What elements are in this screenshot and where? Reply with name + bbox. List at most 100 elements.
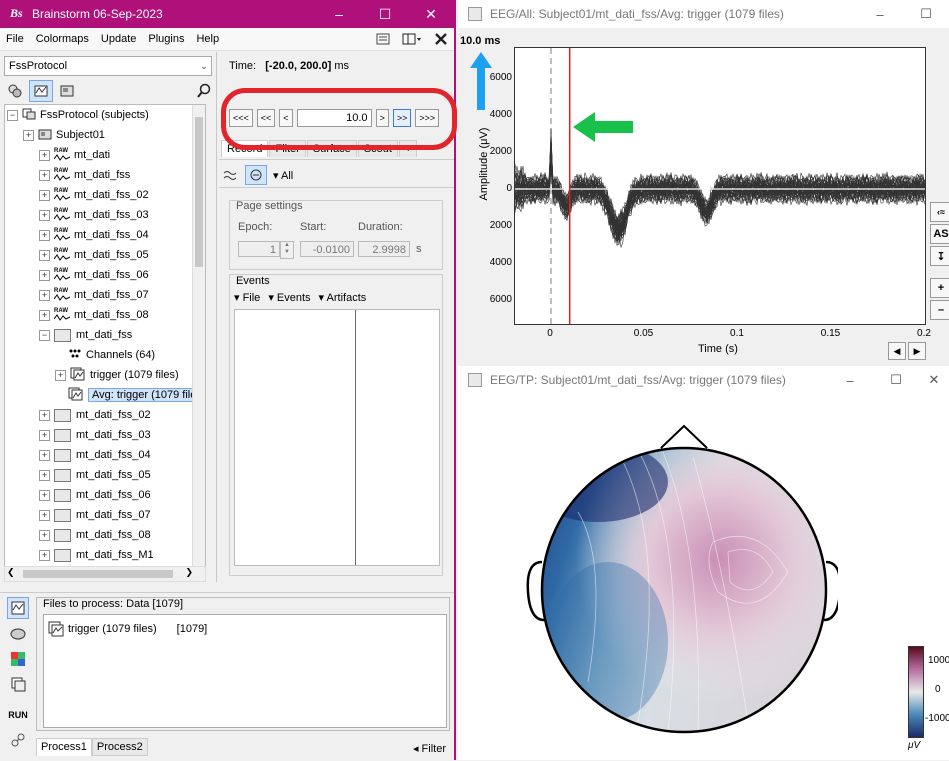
topomap[interactable]	[518, 422, 838, 742]
tree-item[interactable]: + mt_dati_fss_04	[5, 445, 205, 465]
horizontal-scrollbar[interactable]: ❮ ❯	[4, 566, 206, 582]
tab-process2[interactable]: Process2	[91, 738, 148, 756]
epoch-spinner[interactable]: ▲ ▼	[280, 241, 294, 259]
expand-icon[interactable]: +	[39, 229, 50, 241]
tree-item[interactable]: Channels (64)	[5, 345, 205, 365]
tree-item[interactable]: + RAW mt_dati_fss_05	[5, 245, 205, 265]
tree-item[interactable]: + RAW mt_dati_fss_06	[5, 265, 205, 285]
timefreq-icon[interactable]	[8, 649, 28, 669]
tree-item[interactable]: − FssProtocol (subjects)	[5, 105, 205, 125]
files-list[interactable]: trigger (1079 files) [1079]	[43, 614, 447, 728]
events-list[interactable]	[234, 309, 440, 566]
subject-view-icon[interactable]	[29, 80, 53, 102]
expand-icon[interactable]: +	[39, 289, 50, 301]
expand-icon[interactable]: +	[23, 129, 34, 141]
menu-plugins[interactable]: Plugins	[148, 33, 185, 45]
vertical-scrollbar[interactable]	[192, 105, 205, 567]
protocol-select[interactable]: FssProtocol ⌄	[4, 56, 212, 76]
duration-field[interactable]: 2.9998	[358, 241, 410, 257]
zoom-in-button[interactable]: +	[930, 278, 949, 298]
tree-item[interactable]: + trigger (1079 files)	[5, 365, 205, 385]
autoscale-button[interactable]: AS	[930, 224, 949, 244]
tp-minimize-button[interactable]: –	[846, 372, 854, 388]
pipeline-icon[interactable]	[8, 730, 28, 750]
tree-item[interactable]: + mt_dati_fss_05	[5, 465, 205, 485]
collapse-icon[interactable]: −	[39, 329, 50, 341]
matrix-icon[interactable]	[8, 674, 28, 694]
nav-prev-button[interactable]: <	[279, 109, 293, 127]
sources-icon[interactable]	[8, 624, 28, 644]
scale-icon[interactable]: ‹≈	[930, 202, 949, 222]
expand-icon[interactable]: +	[39, 549, 50, 561]
expand-icon[interactable]: +	[39, 449, 50, 461]
tree-item[interactable]: + RAW mt_dati_fss_02	[5, 185, 205, 205]
nav-next-page-button[interactable]: >>	[392, 109, 412, 127]
tree-item[interactable]: + RAW mt_dati_fss	[5, 165, 205, 185]
nav-prev-page-button[interactable]: <<	[256, 109, 276, 127]
close-button[interactable]: ✕	[425, 5, 437, 22]
expand-icon[interactable]: +	[39, 529, 50, 541]
expand-icon[interactable]: +	[39, 489, 50, 501]
tree-item[interactable]: + mt_dati_fss_03	[5, 425, 205, 445]
nav-next-button[interactable]: >	[375, 109, 389, 127]
run-button[interactable]: RUN	[8, 710, 28, 720]
wave-icon[interactable]	[221, 166, 239, 184]
nav-last-button[interactable]: >>>	[415, 109, 440, 127]
expand-icon[interactable]: +	[39, 469, 50, 481]
events-menu-file[interactable]: ▾ File	[234, 292, 261, 304]
collapse-icon[interactable]: −	[7, 109, 18, 121]
tree-item[interactable]: + RAW mt_dati_fss_07	[5, 285, 205, 305]
expand-icon[interactable]: +	[39, 169, 50, 181]
tree-item[interactable]: + RAW mt_dati_fss_08	[5, 305, 205, 325]
eeg-plot[interactable]	[514, 47, 926, 325]
menu-file[interactable]: File	[6, 33, 24, 45]
events-menu-events[interactable]: ▾ Events	[268, 292, 311, 304]
expand-icon[interactable]: +	[39, 249, 50, 261]
tree-item[interactable]: + mt_dati_fss_06	[5, 485, 205, 505]
tree-item[interactable]: + mt_dati_fss_08	[5, 525, 205, 545]
eeg-minimize-button[interactable]: –	[876, 6, 884, 22]
expand-icon[interactable]: +	[39, 189, 50, 201]
expand-icon[interactable]: +	[39, 409, 50, 421]
tree-item[interactable]: + RAW mt_dati_fss_04	[5, 225, 205, 245]
start-field[interactable]: -0.0100	[300, 241, 354, 257]
expand-icon[interactable]: +	[39, 269, 50, 281]
expand-icon[interactable]: +	[39, 429, 50, 441]
tree-item[interactable]: Avg: trigger (1079 files)	[5, 385, 205, 405]
search-icon[interactable]	[196, 83, 212, 99]
current-time-field[interactable]: 10.0	[296, 109, 372, 127]
eeg-maximize-button[interactable]: ☐	[920, 6, 932, 21]
tree-item[interactable]: + Subject01	[5, 125, 205, 145]
menu-help[interactable]: Help	[196, 33, 220, 45]
scroll-right-button[interactable]: ▶	[908, 342, 926, 360]
expand-icon[interactable]: +	[55, 369, 66, 381]
zoom-out-button[interactable]: –	[930, 300, 949, 320]
file-item[interactable]: trigger (1079 files) [1079]	[48, 621, 207, 637]
maximize-button[interactable]: ☐	[378, 5, 392, 22]
tree-item[interactable]: + RAW mt_dati_fss_03	[5, 205, 205, 225]
condition-view-icon[interactable]	[56, 81, 78, 101]
minimize-button[interactable]: –	[335, 6, 343, 22]
menu-colormaps[interactable]: Colormaps	[35, 33, 89, 45]
expand-icon[interactable]: +	[39, 149, 50, 161]
functional-view-icon[interactable]	[4, 81, 26, 101]
menu-update[interactable]: Update	[100, 33, 137, 45]
scroll-left-button[interactable]: ◀	[888, 342, 906, 360]
flip-y-icon[interactable]: ↧	[930, 246, 949, 266]
flip-icon[interactable]	[245, 165, 267, 185]
expand-icon[interactable]: +	[39, 509, 50, 521]
list-view-icon[interactable]	[376, 33, 390, 45]
filter-button[interactable]: ◂ Filter	[412, 743, 446, 755]
tp-maximize-button[interactable]: ☐	[890, 372, 902, 387]
scrollbar-thumb[interactable]	[195, 117, 203, 267]
expand-icon[interactable]: +	[39, 209, 50, 221]
tree-item[interactable]: + mt_dati_fss_02	[5, 405, 205, 425]
expand-icon[interactable]: +	[39, 309, 50, 321]
tree-item[interactable]: + mt_dati_fss_07	[5, 505, 205, 525]
tree-item[interactable]: + mt_dati_fss_M1	[5, 545, 205, 565]
data-files-icon[interactable]	[7, 597, 29, 619]
montage-select[interactable]: ▾ All	[273, 169, 294, 182]
tree-item[interactable]: + RAW mt_dati	[5, 145, 205, 165]
epoch-field[interactable]: 1	[238, 241, 280, 257]
events-menu-artifacts[interactable]: ▾ Artifacts	[318, 292, 367, 304]
